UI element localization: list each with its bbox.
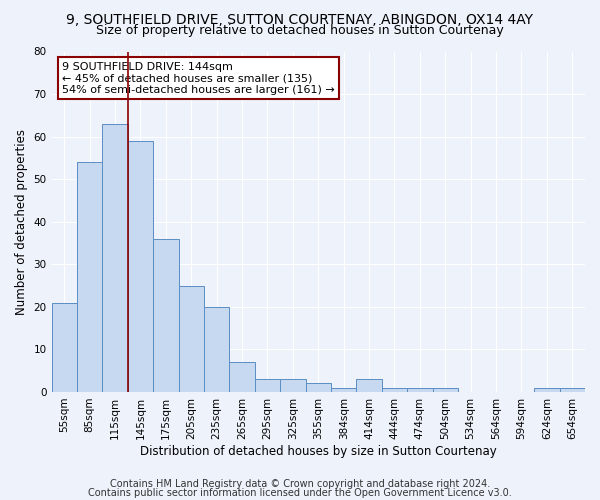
Bar xyxy=(128,141,153,392)
Bar xyxy=(331,388,356,392)
Bar xyxy=(204,307,229,392)
Text: 9, SOUTHFIELD DRIVE, SUTTON COURTENAY, ABINGDON, OX14 4AY: 9, SOUTHFIELD DRIVE, SUTTON COURTENAY, A… xyxy=(67,12,533,26)
X-axis label: Distribution of detached houses by size in Sutton Courtenay: Distribution of detached houses by size … xyxy=(140,444,497,458)
Bar xyxy=(153,239,179,392)
Bar xyxy=(52,302,77,392)
Bar xyxy=(280,379,305,392)
Bar xyxy=(179,286,204,392)
Text: 9 SOUTHFIELD DRIVE: 144sqm
← 45% of detached houses are smaller (135)
54% of sem: 9 SOUTHFIELD DRIVE: 144sqm ← 45% of deta… xyxy=(62,62,335,95)
Text: Contains public sector information licensed under the Open Government Licence v3: Contains public sector information licen… xyxy=(88,488,512,498)
Bar xyxy=(103,124,128,392)
Bar xyxy=(305,384,331,392)
Y-axis label: Number of detached properties: Number of detached properties xyxy=(15,128,28,314)
Bar xyxy=(356,379,382,392)
Bar xyxy=(229,362,255,392)
Bar xyxy=(433,388,458,392)
Bar xyxy=(255,379,280,392)
Bar xyxy=(407,388,433,392)
Bar xyxy=(382,388,407,392)
Text: Contains HM Land Registry data © Crown copyright and database right 2024.: Contains HM Land Registry data © Crown c… xyxy=(110,479,490,489)
Bar xyxy=(534,388,560,392)
Text: Size of property relative to detached houses in Sutton Courtenay: Size of property relative to detached ho… xyxy=(96,24,504,37)
Bar xyxy=(560,388,585,392)
Bar xyxy=(77,162,103,392)
